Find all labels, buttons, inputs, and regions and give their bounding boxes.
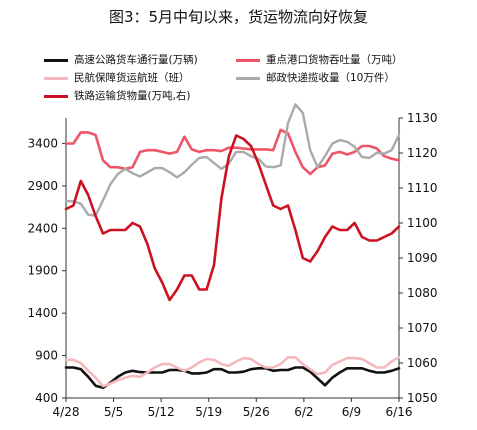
- series-line-0: [64, 366, 401, 390]
- series-line-1: [64, 128, 401, 176]
- x-tick-label: 4/28: [53, 405, 80, 419]
- left-tick-label: 2400: [27, 221, 58, 235]
- legend-label: 铁路运输货物量(万吨,右): [74, 90, 191, 102]
- left-tick-label: 400: [35, 391, 58, 405]
- x-tick-label: 6/9: [342, 405, 361, 419]
- legend-swatch: [44, 77, 68, 80]
- right-tick-label: 1110: [407, 181, 438, 195]
- legend-swatch: [44, 95, 68, 98]
- legend-swatch: [236, 59, 260, 62]
- left-tick-label: 1900: [27, 264, 58, 278]
- chart-title: 图3：5月中旬以来，货运物流向好恢复: [108, 8, 369, 26]
- x-tick-label: 5/12: [148, 405, 175, 419]
- right-tick-label: 1080: [407, 286, 438, 300]
- legend-label: 重点港口货物吞吐量（万吨）: [266, 54, 403, 66]
- right-tick-label: 1130: [407, 111, 438, 125]
- right-tick-label: 1120: [407, 146, 438, 160]
- left-tick-label: 3400: [27, 136, 58, 150]
- legend-label: 高速公路货车通行量(万辆): [74, 54, 198, 66]
- legend-label: 民航保障货运航班（班）: [74, 72, 190, 84]
- right-tick-label: 1100: [407, 216, 438, 230]
- series-line-4: [64, 134, 401, 302]
- series-line-2: [64, 355, 401, 388]
- left-tick-label: 900: [35, 349, 58, 363]
- x-tick-label: 5/5: [104, 405, 123, 419]
- legend-swatch: [44, 59, 68, 62]
- series-line-3: [64, 103, 401, 217]
- right-tick-label: 1060: [407, 356, 438, 370]
- left-tick-label: 2900: [27, 179, 58, 193]
- legend-swatch: [236, 77, 260, 80]
- right-tick-label: 1090: [407, 251, 438, 265]
- x-tick-label: 5/19: [195, 405, 222, 419]
- x-tick-label: 6/2: [294, 405, 313, 419]
- right-tick-label: 1070: [407, 321, 438, 335]
- legend-label: 邮政快递揽收量（10万件）: [266, 72, 395, 84]
- x-tick-label: 6/16: [386, 405, 413, 419]
- left-tick-label: 1400: [27, 306, 58, 320]
- right-tick-label: 1050: [407, 391, 438, 405]
- x-tick-label: 5/26: [243, 405, 270, 419]
